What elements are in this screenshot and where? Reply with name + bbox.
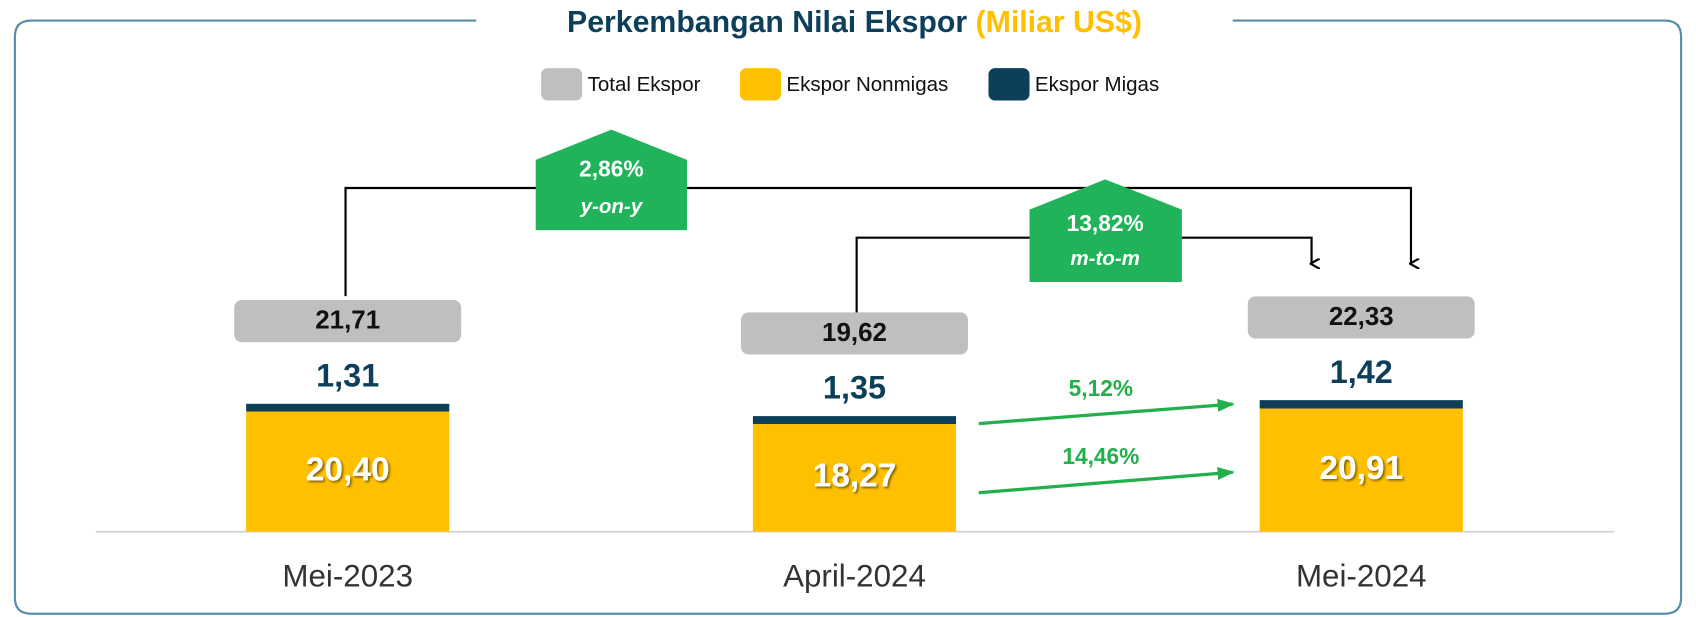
total-label: 21,71: [315, 307, 380, 335]
legend-label: Ekspor Migas: [1035, 73, 1159, 96]
value-label: 18,27: [813, 458, 897, 495]
total-box: [234, 300, 462, 343]
annotation: 14,46%: [1062, 443, 1139, 469]
annotation: 13,82%: [1067, 210, 1144, 236]
annotation: m-to-m: [1070, 247, 1140, 270]
bar-migas: [1259, 400, 1463, 409]
total-label: 22,33: [1329, 303, 1394, 331]
bar-migas: [246, 403, 450, 412]
value-label: 20,40: [306, 451, 390, 488]
bar-nonmigas: [752, 424, 957, 532]
frame: [13, 19, 1683, 615]
total-box: [1247, 296, 1475, 339]
mtm-badge: [1029, 179, 1182, 283]
value-label: 1,42: [1330, 354, 1393, 390]
value-label: 1,31: [316, 357, 379, 393]
total-label: 19,62: [822, 319, 887, 347]
x-tick-label: April-2024: [783, 558, 926, 593]
value-label: 1,35: [823, 370, 886, 406]
legend-swatch: [988, 68, 1030, 101]
total-box: [741, 312, 968, 355]
legend-label: Ekspor Nonmigas: [786, 73, 948, 96]
yoy-badge: [535, 129, 687, 231]
bar-nonmigas: [1259, 408, 1463, 532]
annotation: 5,12%: [1069, 375, 1133, 401]
chart-title: Perkembangan Nilai Ekspor (Miliar US$): [567, 6, 1142, 39]
growth-arrow: [978, 466, 1235, 495]
legend-swatch: [541, 68, 583, 101]
annotation: y-on-y: [580, 195, 644, 218]
bar-nonmigas: [246, 411, 450, 532]
legend-label: Total Ekspor: [588, 73, 701, 96]
x-tick-label: Mei-2023: [282, 558, 413, 593]
growth-arrow: [978, 398, 1235, 426]
legend-swatch: [739, 68, 782, 101]
annotation: 2,86%: [579, 156, 643, 182]
value-label: 20,91: [1319, 450, 1403, 487]
bar-migas: [752, 416, 957, 425]
x-tick-label: Mei-2024: [1296, 558, 1427, 593]
